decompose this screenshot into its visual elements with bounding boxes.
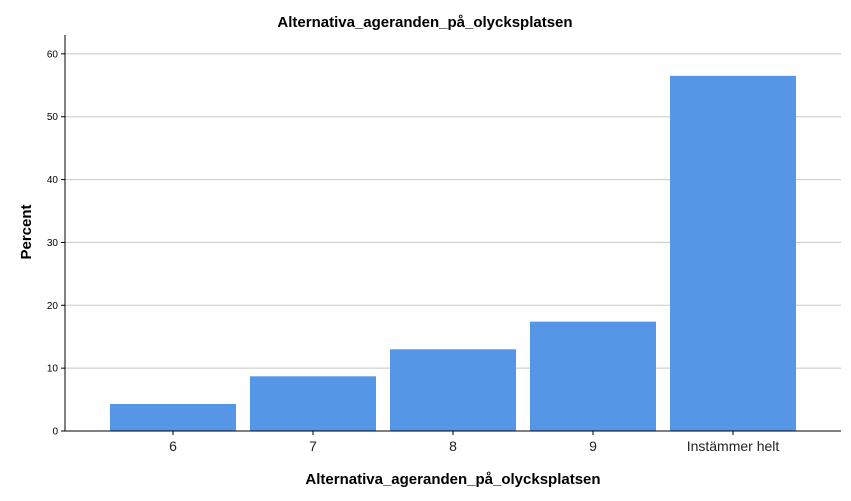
y-tick-label: 40 xyxy=(47,175,59,186)
bar-9 xyxy=(530,321,656,431)
y-tick-label: 50 xyxy=(47,112,59,123)
y-tick-label: 10 xyxy=(47,364,59,375)
bar-8 xyxy=(390,349,516,431)
x-axis-label: Alternativa_ageranden_på_olycksplatsen xyxy=(305,471,600,488)
y-tick-label: 0 xyxy=(52,427,58,438)
y-tick-label: 30 xyxy=(47,238,59,249)
y-axis-label: Percent xyxy=(18,204,35,259)
x-tick-label: 7 xyxy=(309,438,317,454)
y-tick-label: 20 xyxy=(47,301,59,312)
x-tick-label: Instämmer helt xyxy=(687,438,780,454)
bar-instämmer-helt xyxy=(670,75,796,431)
bar-7 xyxy=(250,376,376,431)
x-tick-label: 9 xyxy=(589,438,597,454)
chart-title: Alternativa_ageranden_på_olycksplatsen xyxy=(277,14,572,31)
bars xyxy=(110,75,796,431)
x-tick-label: 6 xyxy=(169,438,177,454)
bar-6 xyxy=(110,403,236,431)
y-axis-ticks: 0 10 20 30 40 50 60 xyxy=(47,49,65,438)
x-tick-label: 8 xyxy=(449,438,457,454)
x-axis-ticks: 6 7 8 9 Instämmer helt xyxy=(169,431,779,454)
y-tick-label: 60 xyxy=(47,49,59,60)
